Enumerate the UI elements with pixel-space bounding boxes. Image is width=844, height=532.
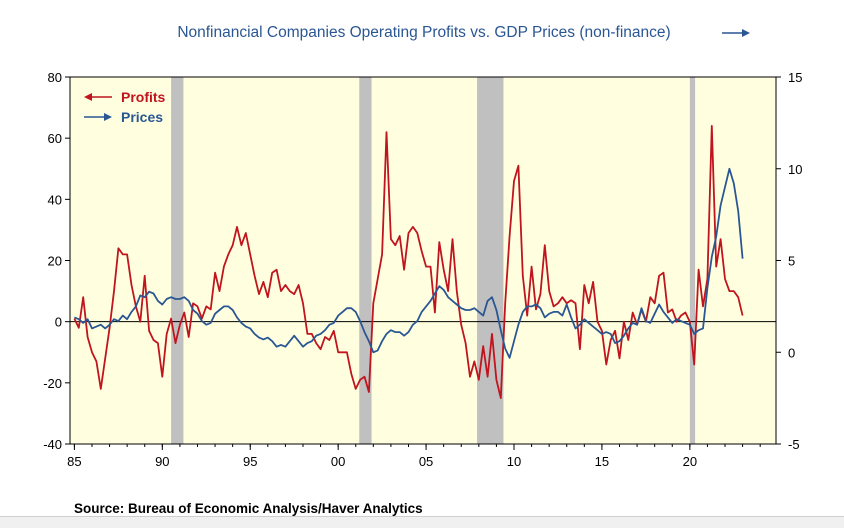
recession-band [171,77,184,444]
legend-arrow-right-icon [84,113,112,121]
left-axis-tick-label: -40 [43,437,62,452]
x-axis-tick-label: 20 [683,454,697,469]
right-axis-tick-label: 15 [788,70,802,85]
x-axis-tick-label: 05 [419,454,433,469]
x-axis-tick-label: 90 [155,454,169,469]
title-arrow-right-icon [722,29,750,37]
right-axis-tick-label: 5 [788,254,795,269]
left-axis-tick-label: 80 [48,70,62,85]
left-axis-tick-label: 60 [48,131,62,146]
source-note: Source: Bureau of Economic Analysis/Have… [74,501,423,516]
bottom-strip [0,516,844,528]
right-axis: 15 10 5 0 -5 [776,70,802,452]
left-axis-tick-label: 20 [48,254,62,269]
x-axis: 85 90 95 00 05 10 15 20 [67,444,761,469]
series-line-profits [73,125,744,399]
arrow-head [104,113,112,121]
legend-label-profits: Profits [121,89,166,105]
x-axis-tick-label: 95 [243,454,257,469]
right-axis-tick-label: 0 [788,345,795,360]
recession-band [689,77,696,444]
chart-title: Nonfinancial Companies Operating Profits… [177,24,670,41]
legend-arrow-left-icon [84,93,112,101]
x-axis-tick-label: 85 [67,454,81,469]
arrow-head [742,29,750,37]
left-axis-tick-label: 40 [48,192,62,207]
recession-bands [171,77,696,444]
right-axis-tick-label: -5 [788,437,800,452]
legend-label-prices: Prices [121,109,163,125]
left-axis-tick-label: 0 [55,315,62,330]
recession-band [477,77,504,444]
series-layer [73,125,744,399]
recession-band [359,77,372,444]
x-axis-tick-label: 10 [507,454,521,469]
title-arrow-right-icon [722,29,750,37]
legend: Profits Prices [84,89,166,125]
left-axis: 80 60 40 20 0 -20 -40 [43,70,70,452]
x-axis-tick-label: 00 [331,454,345,469]
arrow-head [84,93,92,101]
series-line-prices [74,167,744,359]
left-axis-tick-label: -20 [43,376,62,391]
x-axis-tick-label: 15 [595,454,609,469]
right-axis-tick-label: 10 [788,162,802,177]
